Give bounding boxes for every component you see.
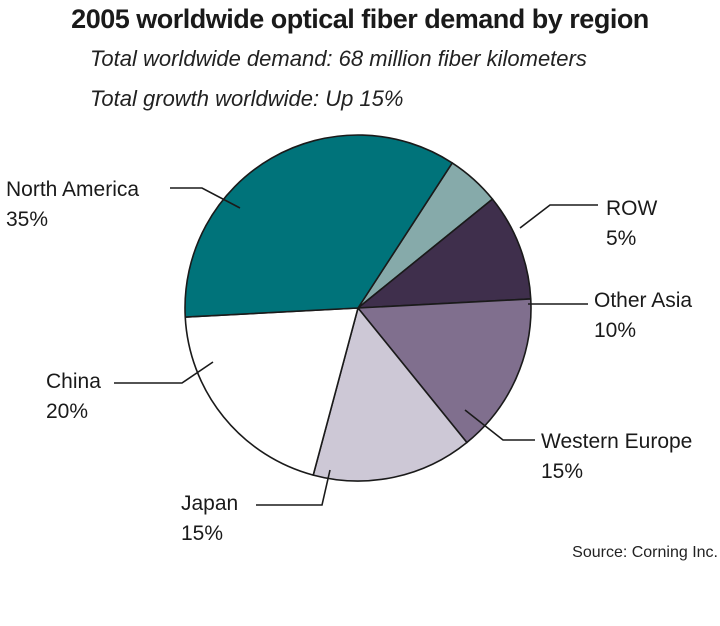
pie-slices <box>184 134 532 482</box>
slice-label-china: China <box>46 370 101 393</box>
pie-slice-japan <box>312 307 468 482</box>
slice-label-north-america: North America <box>6 178 139 201</box>
slice-label-western-europe: Western Europe <box>541 430 692 453</box>
slice-value-row: 5% <box>606 227 636 250</box>
slice-value-other-asia: 10% <box>594 319 636 342</box>
source-note: Source: Corning Inc. <box>572 544 718 561</box>
leader-lines <box>114 187 598 506</box>
pie-slice-china <box>184 307 359 476</box>
leader-line-japan <box>256 469 331 506</box>
chart-subtitle-growth: Total growth worldwide: Up 15% <box>90 86 404 111</box>
chart-subtitle-demand: Total worldwide demand: 68 million fiber… <box>90 46 587 71</box>
chart-title: 2005 worldwide optical fiber demand by r… <box>71 4 649 34</box>
slice-value-china: 20% <box>46 400 88 423</box>
slice-value-japan: 15% <box>181 522 223 545</box>
pie-slice-north-america <box>184 134 454 318</box>
pie-slice-other-asia <box>357 198 532 309</box>
slice-label-japan: Japan <box>181 492 238 515</box>
slice-value-western-europe: 15% <box>541 460 583 483</box>
leader-line-row <box>519 204 598 229</box>
pie-slice-western-europe <box>357 298 532 444</box>
slice-labels: ROW 5% Other Asia 10% Western Europe 15% Japan… <box>6 178 692 545</box>
slice-label-other-asia: Other Asia <box>594 289 692 312</box>
slice-label-row: ROW <box>606 197 658 220</box>
leader-line-western-europe <box>464 409 535 441</box>
leader-line-north-america <box>170 187 241 209</box>
leader-line-china <box>114 361 214 384</box>
slice-value-north-america: 35% <box>6 208 48 231</box>
